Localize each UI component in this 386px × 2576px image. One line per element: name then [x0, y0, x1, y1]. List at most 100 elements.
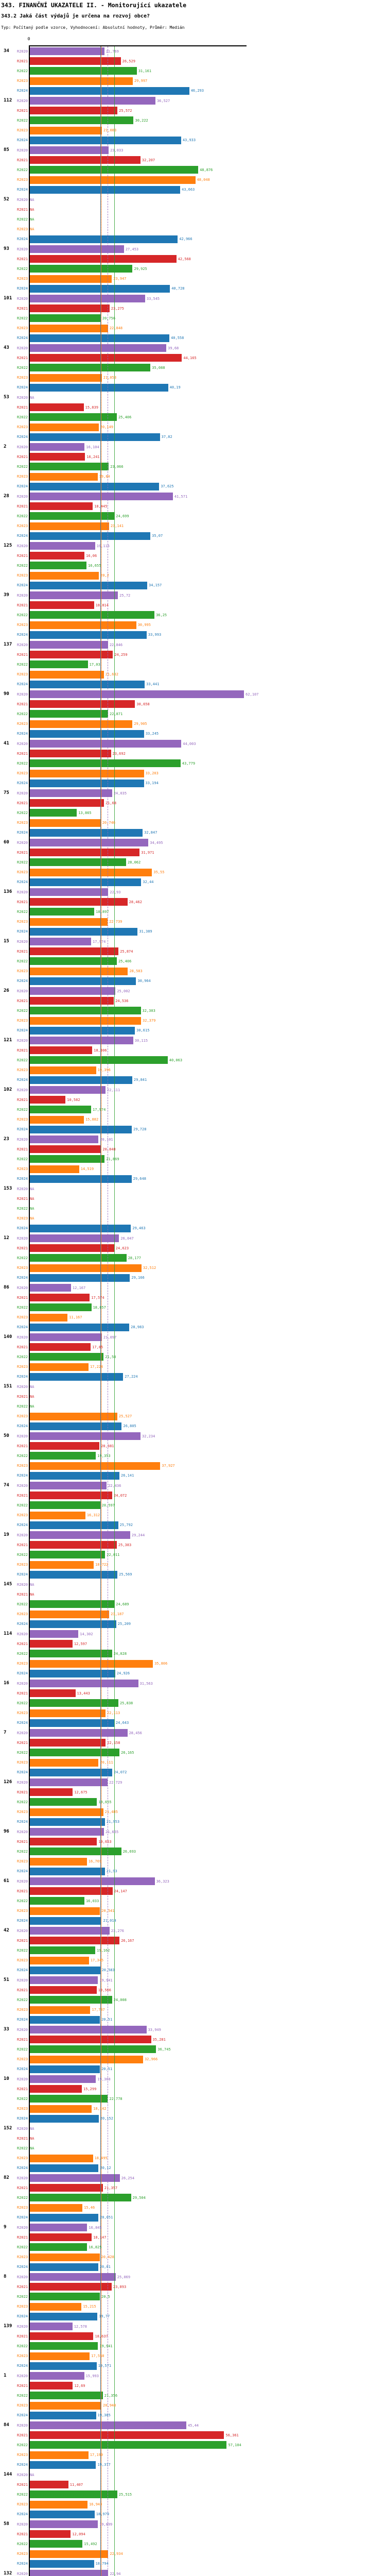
- bar-row: R2021 NA: [0, 1194, 386, 1204]
- year-label: R2020: [17, 445, 28, 449]
- year-label: R2022: [17, 2294, 28, 2299]
- value-bar: [29, 571, 99, 580]
- bar-track: 28,462: [29, 897, 386, 907]
- bar-track: 18,142: [29, 2104, 386, 2114]
- bar-track: 27,453: [29, 244, 386, 254]
- value-bar: [29, 987, 116, 995]
- year-label: R2022: [17, 1404, 28, 1409]
- value-bar: [29, 1244, 114, 1252]
- bar-value-label: 25,406: [118, 959, 132, 963]
- year-label: R2021: [17, 2136, 28, 2141]
- bar-value-label: 40,19: [169, 385, 181, 390]
- year-label: R2021: [17, 2334, 28, 2338]
- bar-value-label: 22,729: [109, 1780, 122, 1785]
- bar-row: R2020 21,769: [0, 46, 386, 56]
- bar-track: 25,383: [29, 1540, 386, 1550]
- bar-group: 41 R2020 44,003 R2021 23,692 R2022 43,779 R2023…: [0, 739, 386, 788]
- bar-track: 33,949: [29, 2025, 386, 2035]
- year-label: R2024: [17, 1721, 28, 1725]
- bar-value-label: 19,84: [99, 474, 110, 479]
- year-label: R2023: [17, 1464, 28, 1468]
- value-bar: [29, 1452, 96, 1460]
- year-label: R2023: [17, 1216, 28, 1221]
- bar-value-label: 12,597: [74, 1641, 87, 1646]
- bar-row: R2023 35,806: [0, 1659, 386, 1669]
- bar-track: 23,893: [29, 2282, 386, 2292]
- bar-value-label: 20,848: [102, 1147, 116, 1151]
- bar-value-label: 18,147: [93, 2235, 107, 2240]
- year-label: R2021: [17, 1097, 28, 1102]
- bar-row: R2020 NA: [0, 2124, 386, 2133]
- group-id-label: 82: [4, 2175, 9, 2180]
- year-label: R2022: [17, 1256, 28, 1260]
- bar-track: 18,814: [29, 600, 386, 610]
- bar-row: R2021 28,462: [0, 897, 386, 907]
- bar-group: 144 R2020 NA R2021 11,407 R2022 25,515 R2023 16,…: [0, 2470, 386, 2519]
- value-bar: [29, 1106, 92, 1114]
- bar-row: R2020 17,974: [0, 937, 386, 946]
- bar-row: R2024 40,19: [0, 383, 386, 393]
- value-bar: [29, 2570, 109, 2576]
- bar-row: R2020 31,563: [0, 1679, 386, 1688]
- bar-value-label: 29,925: [134, 266, 147, 271]
- bar-value-label: 25,515: [118, 2492, 132, 2497]
- year-label: R2023: [17, 2403, 28, 2408]
- bar-group: 52 R2020 NA R2021 NA R2022 NA R2023 NA R2024 42,96…: [0, 195, 386, 244]
- question-subtitle: 343.2 Jaká část výdajů je určena na rozv…: [1, 13, 150, 19]
- bar-row: R2022 16,825: [0, 2242, 386, 2252]
- bar-value-label: 23,066: [110, 464, 124, 469]
- value-bar: [29, 740, 182, 748]
- bar-value-label: 20,746: [102, 821, 115, 825]
- bar-row: R2024 30,615: [0, 1026, 386, 1036]
- bar-group: 53 R2020 NA R2021 15,839 R2022 25,406 R2023 20,1…: [0, 393, 386, 442]
- value-bar: [29, 1294, 90, 1302]
- bar-track: 32,207: [29, 155, 386, 165]
- bar-row: R2023 32,512: [0, 1263, 386, 1273]
- value-bar: [29, 2481, 68, 2489]
- bar-row: R2022 16,655: [0, 561, 386, 570]
- year-label: R2022: [17, 365, 28, 370]
- value-bar: [29, 1659, 153, 1668]
- year-label: R2023: [17, 969, 28, 974]
- year-label: R2022: [17, 2146, 28, 2150]
- bar-row: R2024 18,979: [0, 2510, 386, 2519]
- value-bar: [29, 977, 136, 985]
- year-label: R2020: [17, 1632, 28, 1636]
- bar-value-label: 24,536: [115, 998, 129, 1003]
- page-title: 343. FINANČNÍ UKAZATELE II. - Monitorují…: [1, 2, 187, 9]
- bar-row: R2020 41,571: [0, 492, 386, 501]
- year-label: R2020: [17, 49, 28, 54]
- year-label: R2020: [17, 2423, 28, 2428]
- bar-track: 33,203: [29, 769, 386, 778]
- year-label: R2021: [17, 900, 28, 904]
- bar-track: 14,302: [29, 1629, 386, 1639]
- bar-value-label: 28,062: [127, 860, 141, 865]
- bar-track: 34,495: [29, 838, 386, 848]
- bar-track: 15,839: [29, 402, 386, 412]
- bar-group: 8 R2020 25,069 R2021 23,893 R2022 20,5 R2023 15,…: [0, 2272, 386, 2321]
- year-label: R2020: [17, 197, 28, 202]
- bar-value-label: 17,747: [92, 2008, 105, 2012]
- bar-row: R2024 33,194: [0, 778, 386, 788]
- bar-value-label: 36,745: [157, 2047, 171, 2052]
- bar-value-label: 27,453: [125, 247, 139, 251]
- bar-track: 23,275: [29, 303, 386, 313]
- year-label: R2020: [17, 2374, 28, 2378]
- bar-value-label: 20,051: [100, 2215, 113, 2220]
- median-line-r2024: [100, 46, 101, 2576]
- value-bar: [29, 185, 180, 194]
- bar-track: 16,943: [29, 2500, 386, 2510]
- year-label: R2021: [17, 1444, 28, 1448]
- bar-track: 12,69: [29, 2381, 386, 2391]
- value-bar: [29, 908, 95, 916]
- bar-track: 24,147: [29, 1886, 386, 1896]
- bar-row: R2020 26,254: [0, 2173, 386, 2183]
- bar-value-label: 37,625: [161, 484, 174, 489]
- bar-value-label: 22,778: [109, 2096, 122, 2101]
- year-label: R2020: [17, 2027, 28, 2032]
- bar-value-label: 28,177: [128, 1256, 142, 1260]
- bar-track: 19,368: [29, 2074, 386, 2084]
- bar-value-label: 24,008: [113, 1997, 127, 2002]
- bar-track: 48,048: [29, 175, 386, 185]
- x-axis-zero-tick-label: 0: [27, 37, 30, 41]
